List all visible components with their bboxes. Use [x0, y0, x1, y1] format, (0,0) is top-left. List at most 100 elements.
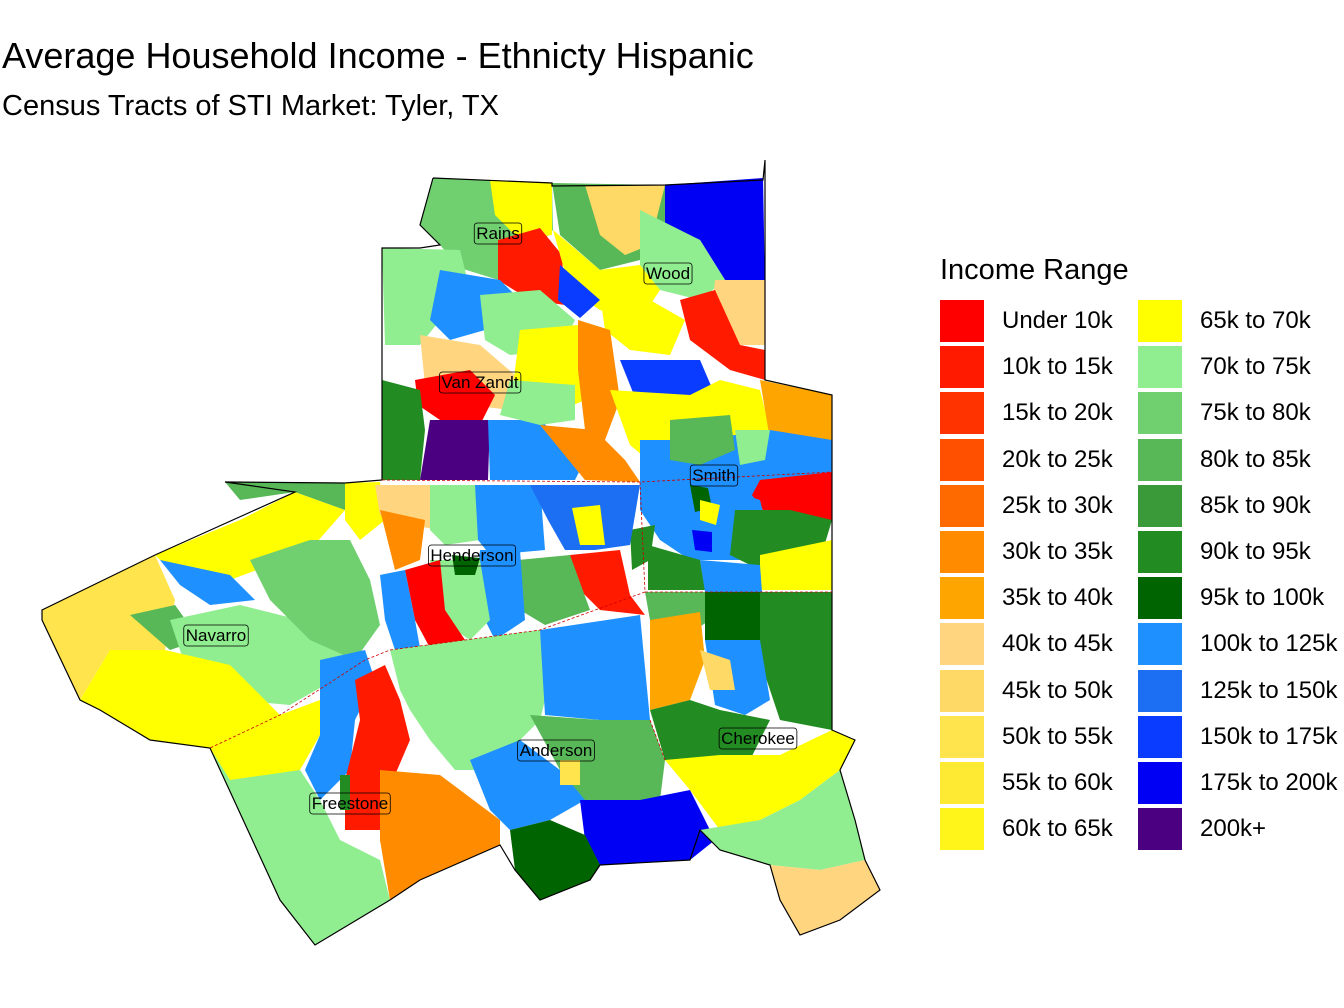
legend-label: 20k to 25k: [1002, 445, 1113, 473]
tract: [225, 482, 345, 510]
tract: [540, 425, 640, 482]
legend-label: 70k to 75k: [1200, 353, 1311, 381]
county-label: Henderson: [428, 544, 516, 567]
legend-swatch: [940, 484, 984, 527]
tract: [470, 740, 585, 830]
legend-label: Under 10k: [1002, 307, 1113, 334]
legend-swatch: [1138, 300, 1182, 342]
tract: [340, 775, 350, 810]
tract: [160, 560, 255, 605]
legend-item: 85k to 90k: [1138, 484, 1344, 527]
tract: [475, 485, 545, 555]
tract: [498, 228, 565, 305]
legend-item: 55k to 60k: [940, 762, 1150, 804]
legend-item: 150k to 175k: [1138, 715, 1344, 758]
tract: [665, 730, 855, 830]
tract: [380, 770, 500, 900]
legend-item: 65k to 70k: [1138, 300, 1344, 342]
county-label-text: Anderson: [520, 741, 593, 760]
county-label-box: [439, 371, 522, 394]
tract: [760, 380, 832, 440]
legend-item: 200k+: [1138, 808, 1344, 851]
county-internal-boundaries: [209, 471, 833, 761]
tract: [380, 510, 425, 570]
tract: [735, 430, 770, 465]
legend-label: 35k to 40k: [1002, 584, 1113, 612]
county-label-text: Cherokee: [721, 729, 795, 748]
legend-label: 25k to 30k: [1002, 491, 1113, 519]
tract: [572, 505, 605, 545]
legend-label: 65k to 70k: [1200, 307, 1311, 334]
legend-label: 55k to 60k: [1002, 769, 1113, 796]
tract: [670, 415, 735, 465]
legend-label: 90k to 95k: [1200, 538, 1311, 565]
county-label-box: [689, 464, 739, 487]
tract: [42, 555, 175, 700]
tract: [648, 545, 705, 590]
legend-swatch: [1138, 484, 1182, 527]
tract-layer: [42, 178, 880, 945]
tract: [700, 770, 865, 870]
legend-item: 45k to 50k: [940, 669, 1150, 712]
legend-item: 75k to 80k: [1138, 392, 1344, 435]
legend-swatch: [940, 531, 984, 573]
legend-swatch: [1138, 531, 1182, 573]
tract: [345, 665, 410, 830]
legend-swatch: [1138, 669, 1182, 712]
tract: [80, 650, 280, 748]
legend-item: 125k to 150k: [1138, 669, 1344, 712]
county-label-box: [183, 624, 249, 647]
legend-swatch: [1138, 623, 1182, 666]
tract: [380, 570, 420, 650]
tract: [452, 555, 480, 575]
tract: [650, 612, 705, 710]
tract: [665, 178, 765, 285]
legend-item: 10k to 15k: [940, 346, 1150, 389]
county-label-text: Freestone: [312, 794, 389, 813]
tract: [760, 540, 832, 590]
tract: [570, 550, 645, 615]
legend-swatch: [1138, 577, 1182, 620]
county-label: Anderson: [517, 739, 595, 762]
county-label-box: [517, 739, 595, 762]
legend-item: 15k to 20k: [940, 392, 1150, 435]
tract: [558, 265, 600, 318]
tract: [700, 560, 762, 592]
tract: [210, 748, 390, 945]
legend-label: 80k to 85k: [1200, 445, 1311, 473]
tract: [510, 820, 600, 900]
legend-label: 150k to 175k: [1200, 722, 1338, 750]
legend-label: 200k+: [1200, 815, 1267, 843]
tract: [760, 592, 832, 730]
tract: [692, 530, 712, 552]
tract: [405, 560, 465, 648]
legend: Income Range Under 10k 10k to 15k 15k to 2…: [940, 250, 1344, 860]
legend-swatch: [1138, 346, 1182, 389]
legend-title: Income Range: [940, 254, 1129, 286]
legend-item: 40k to 45k: [940, 623, 1150, 666]
legend-item: 35k to 40k: [940, 577, 1150, 620]
legend-label: 10k to 15k: [1002, 353, 1113, 381]
tract: [490, 180, 552, 240]
tract: [650, 700, 770, 760]
legend-label: 30k to 35k: [1002, 538, 1113, 565]
county-label-box: [428, 544, 516, 567]
map-subtitle: Census Tracts of STI Market: Tyler, TX: [2, 90, 499, 122]
legend-item: 20k to 25k: [940, 438, 1150, 481]
legend-label: 175k to 200k: [1200, 769, 1338, 796]
legend-label: 60k to 65k: [1002, 815, 1113, 843]
map-title: Average Household Income - Ethnicty Hisp…: [2, 35, 754, 76]
tract: [430, 270, 520, 340]
legend-swatch: [940, 715, 984, 758]
legend-swatch: [1138, 392, 1182, 435]
tract: [155, 492, 345, 580]
county-labels: Rains Wood Van Zandt Smith Henderson Navarro A…: [183, 222, 798, 815]
tract: [210, 700, 320, 780]
county-label-text: Smith: [692, 466, 735, 485]
tract: [752, 472, 832, 520]
tract: [680, 290, 765, 380]
legend-swatch: [1138, 762, 1182, 804]
tract: [705, 592, 760, 640]
tract: [430, 485, 480, 545]
tract: [553, 230, 660, 320]
